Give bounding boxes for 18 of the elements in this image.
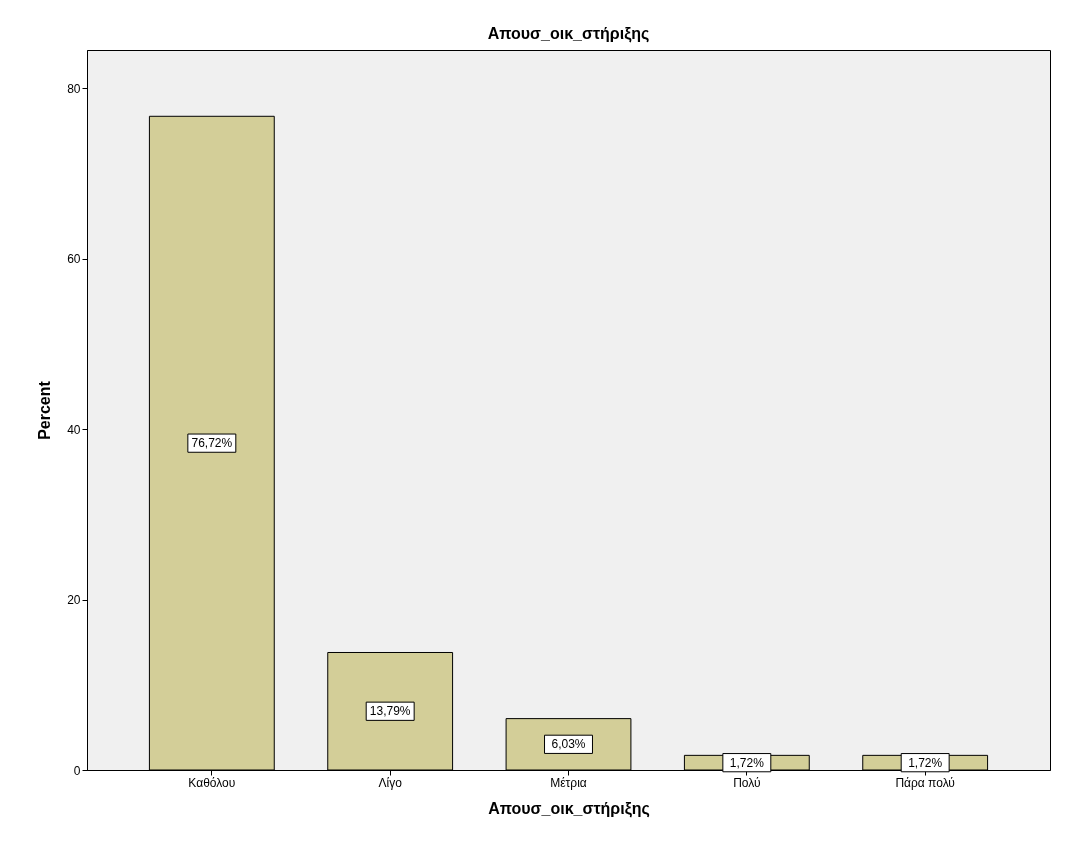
- data-label: 76,72%: [191, 436, 233, 451]
- data-label: 13,79%: [369, 704, 411, 719]
- x-axis-title: Απουσ_οικ_στήριξης: [488, 799, 650, 818]
- y-tick-label: 60: [67, 252, 81, 267]
- x-tick-label: Καθόλου: [188, 775, 236, 790]
- data-label: 1,72%: [729, 755, 765, 770]
- data-label: 6,03%: [551, 737, 586, 752]
- chart-title: Απουσ_οικ_στήριξης: [487, 25, 650, 43]
- y-tick-label: 20: [67, 593, 81, 608]
- y-tick-label: 0: [73, 763, 81, 778]
- x-tick-label: Πάρα πολύ: [895, 775, 955, 790]
- x-tick-label: Μέτρια: [550, 775, 587, 790]
- y-tick-label: 80: [67, 81, 81, 96]
- data-label: 1,72%: [908, 755, 943, 770]
- x-tick-label: Λίγο: [378, 775, 403, 790]
- y-axis-title: Percent: [36, 380, 54, 440]
- y-tick-label: 40: [67, 422, 81, 437]
- x-tick-label: Πολύ: [733, 775, 761, 790]
